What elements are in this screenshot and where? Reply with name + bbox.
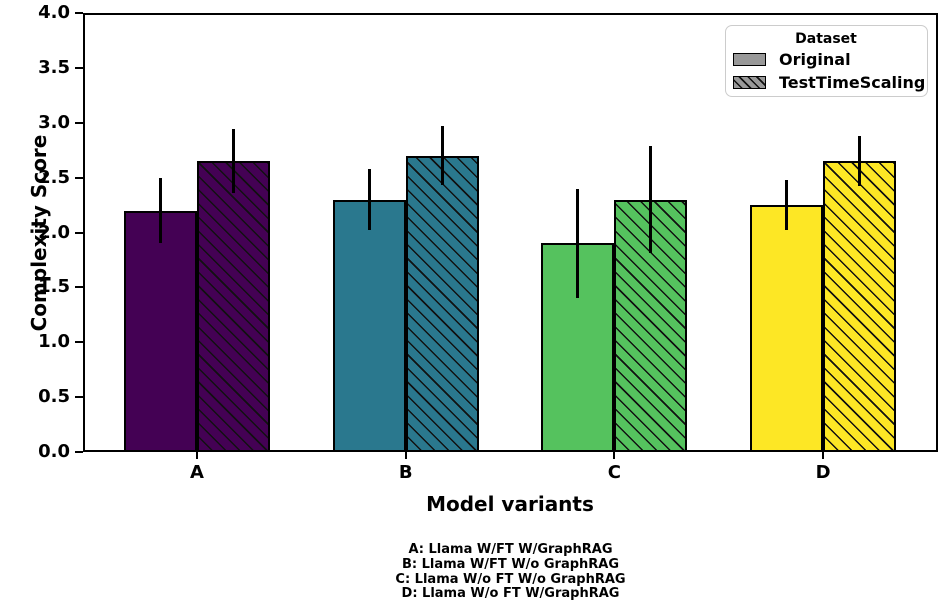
y-tick-mark [75, 121, 83, 124]
x-tick-label-c: C [607, 462, 621, 483]
caption-line-c: C: Llama W/o FT W/o GraphRAG [395, 571, 626, 587]
bar-original-a [124, 210, 197, 452]
bar-original-b [332, 199, 406, 452]
legend-title: Dataset [795, 31, 857, 47]
y-tick-label: 0.0 [38, 441, 70, 462]
y-tick-mark [75, 12, 83, 14]
x-tick-mark [613, 452, 616, 459]
y-tick-label: 4.0 [38, 2, 70, 23]
legend-label-testtimescaling: TestTimeScaling [779, 73, 926, 92]
error-bar-testtimescaling-b [440, 126, 444, 186]
caption: A: Llama W/FT W/GraphRAG B: Llama W/FT W… [83, 542, 938, 602]
x-tick-label-b: B [398, 462, 413, 483]
error-bar-original-a [159, 177, 162, 244]
x-tick-label-d: D [815, 462, 831, 483]
y-tick-mark [75, 396, 83, 399]
y-tick-mark [75, 231, 83, 234]
y-tick-mark [75, 341, 83, 344]
error-bar-original-c [576, 188, 580, 299]
error-bar-testtimescaling-a [232, 129, 235, 193]
caption-line-b: B: Llama W/FT W/o GraphRAG [401, 556, 620, 572]
y-tick-label: 3.5 [38, 56, 70, 78]
bar-original-d [750, 205, 824, 452]
bar-testtimescaling-d [823, 161, 897, 452]
x-axis-label: Model variants [426, 492, 594, 516]
legend-item-original: Original [733, 48, 919, 71]
legend-item-testtimescaling: TestTimeScaling [733, 71, 925, 94]
y-tick-mark [75, 66, 83, 69]
y-tick-mark [75, 176, 83, 179]
legend-label-original: Original [779, 50, 851, 69]
caption-line-d: D: Llama W/o FT W/GraphRAG [401, 586, 620, 602]
bar-testtimescaling-a [197, 161, 270, 452]
y-tick-label: 1.0 [38, 331, 70, 353]
error-bar-original-b [367, 168, 371, 231]
bar-testtimescaling-b [405, 155, 479, 452]
legend-swatch-testtimescaling-icon [733, 76, 766, 89]
y-tick-mark [75, 286, 83, 289]
legend-swatch-original-icon [733, 53, 766, 66]
x-tick-label-a: A [190, 462, 204, 483]
x-tick-mark [822, 452, 825, 459]
legend: Dataset Original TestTimeScaling [725, 25, 928, 97]
x-tick-mark [196, 452, 198, 459]
y-tick-label: 0.5 [38, 386, 70, 408]
y-tick-label: 1.5 [38, 276, 70, 298]
caption-line-a: A: Llama W/FT W/GraphRAG [408, 542, 613, 557]
y-tick-label: 2.0 [38, 221, 70, 243]
y-tick-label: 3.0 [38, 111, 70, 133]
error-bar-testtimescaling-d [858, 135, 862, 187]
error-bar-testtimescaling-c [649, 145, 653, 254]
x-tick-mark [404, 452, 407, 459]
error-bar-original-d [785, 179, 789, 231]
y-tick-label: 2.5 [38, 166, 70, 188]
y-tick-mark [75, 451, 83, 453]
